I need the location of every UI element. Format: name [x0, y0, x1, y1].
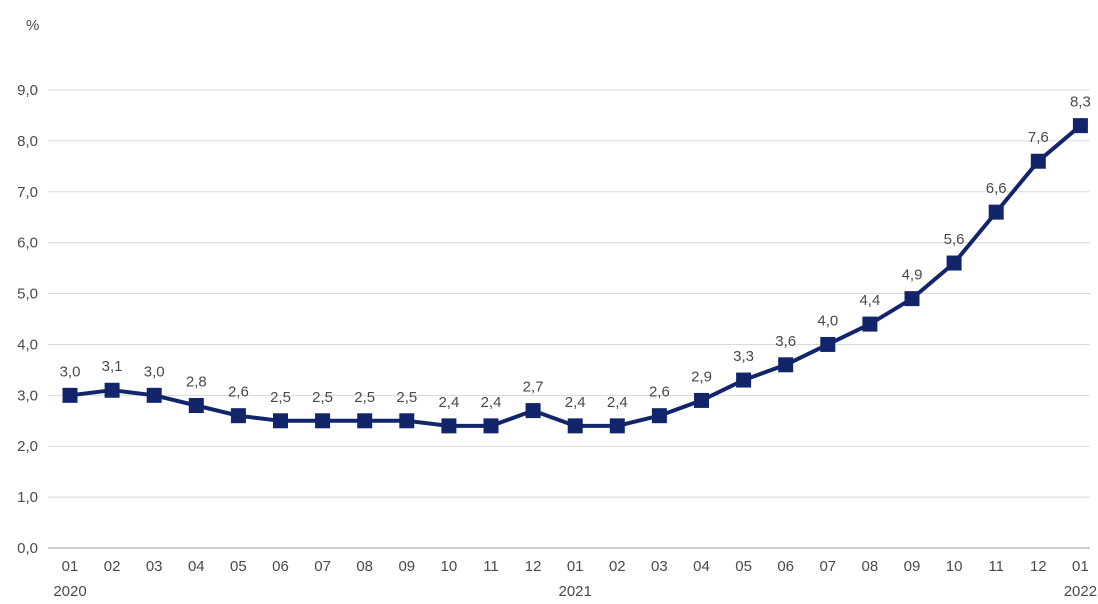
x-tick-label: 11	[988, 558, 1004, 575]
data-point-marker	[357, 413, 373, 429]
data-label: 2,9	[691, 368, 712, 385]
data-label: 2,5	[312, 389, 333, 406]
data-label: 3,0	[60, 363, 81, 380]
data-point-marker	[315, 413, 331, 429]
x-axis-ticks: 01 02 03 04 05 06 07 08 09 10 11 12 01 02 03 04 05 06 07 08…	[53, 558, 1097, 600]
x-tick-label: 02	[104, 558, 121, 575]
data-label: 5,6	[944, 231, 965, 248]
data-label: 6,6	[986, 180, 1007, 197]
x-tick-label: 04	[188, 558, 205, 575]
data-point-marker	[1030, 153, 1046, 169]
x-tick-label: 05	[230, 558, 247, 575]
data-label: 2,4	[438, 394, 459, 411]
series-line	[68, 123, 1083, 428]
data-point-marker	[609, 418, 625, 434]
grid-layer	[48, 89, 1090, 549]
series-layer	[62, 118, 1088, 434]
y-unit-label: %	[26, 17, 39, 34]
y-tick-label: 5,0	[17, 286, 38, 303]
x-tick-label: 05	[735, 558, 752, 575]
x-year-label: 2020	[53, 583, 86, 600]
y-tick-label: 3,0	[17, 387, 38, 404]
x-tick-label: 08	[356, 558, 373, 575]
x-tick-label: 03	[146, 558, 163, 575]
data-point-marker	[651, 408, 667, 424]
data-label: 4,9	[902, 267, 923, 284]
y-tick-label: 2,0	[17, 438, 38, 455]
x-tick-label: 06	[272, 558, 289, 575]
y-tick-label: 8,0	[17, 133, 38, 150]
data-label: 2,5	[270, 389, 291, 406]
x-tick-label: 10	[441, 558, 458, 575]
x-year-label: 2022	[1064, 583, 1097, 600]
x-tick-label: 01	[1072, 558, 1089, 575]
x-tick-label: 09	[904, 558, 921, 575]
y-tick-label: 1,0	[17, 489, 38, 506]
x-tick-label: 09	[398, 558, 415, 575]
data-point-marker	[904, 291, 920, 307]
data-label: 2,4	[481, 394, 502, 411]
data-point-marker	[862, 316, 878, 332]
y-tick-label: 7,0	[17, 184, 38, 201]
data-point-marker	[273, 413, 288, 429]
data-point-marker	[946, 255, 962, 271]
data-label: 2,6	[228, 384, 249, 401]
x-tick-label: 11	[483, 558, 499, 575]
x-tick-label: 08	[862, 558, 879, 575]
x-tick-label: 01	[567, 558, 584, 575]
data-label: 2,6	[649, 384, 670, 401]
x-tick-label: 07	[819, 558, 836, 575]
data-point-marker	[62, 387, 78, 403]
data-label: 8,3	[1070, 94, 1091, 111]
data-point-marker	[1072, 118, 1088, 134]
data-point-marker	[736, 372, 752, 388]
data-point-marker	[441, 418, 457, 434]
data-point-marker	[820, 336, 836, 352]
y-tick-label: 0,0	[17, 540, 38, 557]
data-point-marker	[778, 357, 794, 373]
data-labels-layer: 3,0 3,1 3,0 2,8 2,6 2,5 2,5 2,5 2,5 2,4 2,4 2,7 2,4 2…	[60, 94, 1091, 411]
x-year-label: 2021	[559, 583, 592, 600]
data-point-marker	[188, 398, 204, 414]
x-tick-label: 02	[609, 558, 626, 575]
data-label: 2,4	[607, 394, 628, 411]
data-label: 3,6	[775, 333, 796, 350]
data-point-marker	[694, 392, 709, 408]
x-tick-label: 12	[525, 558, 542, 575]
data-point-marker	[988, 204, 1004, 220]
data-point-marker	[483, 418, 499, 434]
x-tick-label: 12	[1030, 558, 1047, 575]
data-label: 3,1	[102, 358, 123, 375]
data-label: 2,4	[565, 394, 586, 411]
y-tick-label: 6,0	[17, 235, 38, 252]
x-tick-label: 04	[693, 558, 710, 575]
data-point-marker	[525, 403, 541, 419]
x-tick-label: 06	[777, 558, 794, 575]
data-point-marker	[104, 382, 120, 398]
y-axis-ticks: 0,0 1,0 2,0 3,0 4,0 5,0 6,0 7,0 8,0 9,0	[17, 82, 38, 557]
x-tick-label: 03	[651, 558, 668, 575]
data-label: 4,0	[817, 312, 838, 329]
y-tick-label: 4,0	[17, 336, 38, 353]
data-label: 2,5	[396, 389, 417, 406]
data-label: 2,8	[186, 374, 207, 391]
x-tick-label: 10	[946, 558, 963, 575]
data-label: 2,5	[354, 389, 375, 406]
data-label: 4,4	[859, 292, 880, 309]
x-tick-label: 07	[314, 558, 331, 575]
data-point-marker	[399, 413, 415, 429]
data-point-marker	[567, 418, 583, 434]
data-point-marker	[230, 408, 246, 424]
x-tick-label: 01	[62, 558, 79, 575]
y-tick-label: 9,0	[17, 82, 38, 99]
data-point-marker	[146, 387, 162, 403]
data-label: 7,6	[1028, 129, 1049, 146]
data-label: 3,0	[144, 363, 165, 380]
data-label: 2,7	[523, 379, 544, 396]
data-label: 3,3	[733, 348, 754, 365]
